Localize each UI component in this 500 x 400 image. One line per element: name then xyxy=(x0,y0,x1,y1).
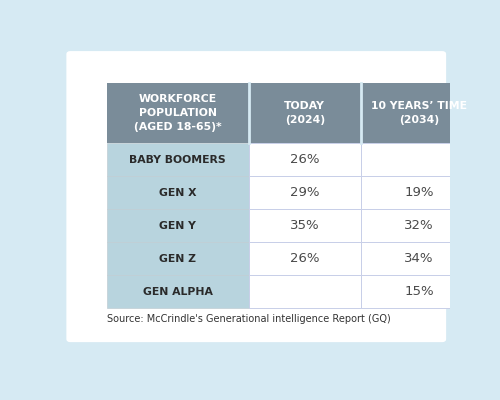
Text: 32%: 32% xyxy=(404,219,434,232)
Text: 35%: 35% xyxy=(290,219,320,232)
Text: BABY BOOMERS: BABY BOOMERS xyxy=(130,155,226,165)
Bar xyxy=(361,144,477,176)
Bar xyxy=(361,176,477,209)
Bar xyxy=(107,84,249,144)
Bar xyxy=(107,209,249,242)
Bar xyxy=(361,275,477,308)
Text: 26%: 26% xyxy=(290,252,320,265)
Bar xyxy=(361,242,477,275)
Text: GEN X: GEN X xyxy=(159,188,196,198)
Bar xyxy=(248,209,361,242)
Bar xyxy=(107,176,249,209)
Bar xyxy=(248,144,361,176)
Text: 34%: 34% xyxy=(404,252,434,265)
Bar xyxy=(361,84,477,144)
Text: GEN ALPHA: GEN ALPHA xyxy=(143,287,212,297)
Text: 19%: 19% xyxy=(404,186,434,200)
Text: 26%: 26% xyxy=(290,154,320,166)
Bar xyxy=(107,275,249,308)
Text: WORKFORCE
POPULATION
(AGED 18-65)*: WORKFORCE POPULATION (AGED 18-65)* xyxy=(134,94,222,132)
FancyBboxPatch shape xyxy=(66,51,446,342)
Text: Source: McCrindle's Generational intelligence Report (GQ): Source: McCrindle's Generational intelli… xyxy=(107,314,391,324)
Bar xyxy=(248,84,361,144)
Text: 15%: 15% xyxy=(404,285,434,298)
Text: 29%: 29% xyxy=(290,186,320,200)
Bar xyxy=(248,176,361,209)
Bar xyxy=(361,209,477,242)
Text: GEN Y: GEN Y xyxy=(160,221,196,231)
Text: GEN Z: GEN Z xyxy=(160,254,196,264)
Text: TODAY
(2024): TODAY (2024) xyxy=(284,102,325,126)
Bar xyxy=(107,242,249,275)
Bar xyxy=(107,144,249,176)
Bar xyxy=(248,275,361,308)
Text: 10 YEARS’ TIME
(2034): 10 YEARS’ TIME (2034) xyxy=(371,102,467,126)
Bar xyxy=(248,242,361,275)
